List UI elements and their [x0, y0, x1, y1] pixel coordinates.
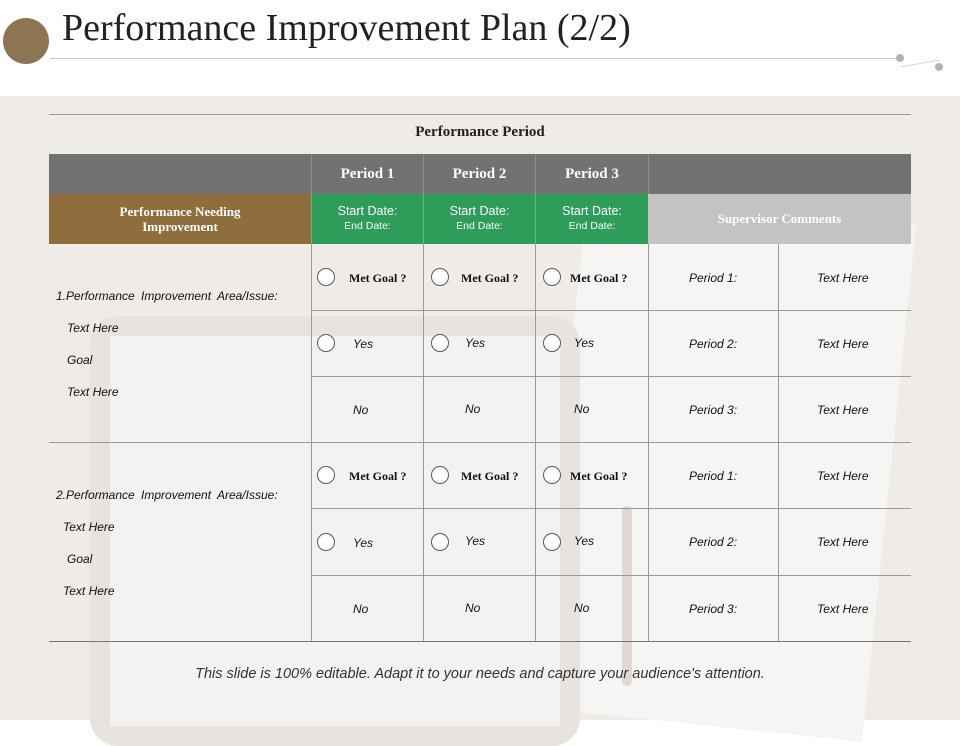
section-2-area-label: 2.Performance Improvement Area/Issue: — [56, 488, 278, 502]
title-divider — [50, 58, 900, 59]
section-1-item-1: Text Here — [67, 321, 119, 335]
met-goal-label: Met Goal ? — [349, 271, 407, 285]
grid-line — [49, 442, 911, 443]
yes-radio[interactable] — [317, 334, 335, 352]
header-period-3: Period 3 — [535, 154, 648, 194]
comment-period-label: Period 3: — [689, 403, 738, 417]
grid-line — [648, 244, 649, 642]
met-goal-label: Met Goal ? — [461, 271, 519, 285]
yes-label: Yes — [465, 534, 486, 548]
yes-label: Yes — [574, 336, 595, 350]
comment-period-label: Period 1: — [689, 469, 738, 483]
table-top-rule — [49, 114, 911, 115]
comment-period-label: Period 1: — [689, 271, 738, 285]
yes-label: Yes — [465, 336, 486, 350]
grid-line — [311, 244, 312, 642]
header-blank — [49, 154, 311, 194]
grid-line — [535, 244, 536, 642]
no-label: No — [353, 403, 369, 417]
yes-radio[interactable] — [543, 334, 561, 352]
table-bottom-rule — [49, 641, 911, 642]
section-2-item-1: Text Here — [63, 520, 115, 534]
page-title: Performance Improvement Plan (2/2) — [62, 7, 631, 49]
start-date-label: Start Date: — [449, 204, 510, 218]
period-3-dates: Start Date: End Date: — [535, 194, 648, 244]
background-tablet-screen — [110, 336, 560, 726]
no-label: No — [465, 402, 481, 416]
plan-table: Performance Period Period 1 Period 2 Per… — [49, 114, 911, 642]
period-2-dates: Start Date: End Date: — [423, 194, 535, 244]
header-period-1: Period 1 — [311, 154, 423, 194]
met-goal-label: Met Goal ? — [570, 271, 628, 285]
yes-label: Yes — [353, 337, 374, 351]
yes-label: Yes — [353, 536, 374, 550]
yes-radio[interactable] — [431, 533, 449, 551]
start-date-label: Start Date: — [337, 204, 398, 218]
grid-line — [311, 575, 911, 576]
start-date-label: Start Date: — [562, 204, 622, 218]
met-goal-radio[interactable] — [431, 466, 449, 484]
section-2-item-3: Text Here — [63, 584, 115, 598]
divider-dot — [935, 63, 943, 71]
section-1-item-2: Goal — [67, 353, 93, 367]
met-goal-radio[interactable] — [543, 268, 561, 286]
grid-line — [311, 376, 911, 377]
no-label: No — [574, 601, 590, 615]
logo-circle — [3, 18, 49, 64]
header-period-2: Period 2 — [423, 154, 535, 194]
yes-label: Yes — [574, 534, 595, 548]
comment-period-label: Period 2: — [689, 535, 738, 549]
section-1-area-label: 1.Performance Improvement Area/Issue: — [56, 289, 278, 303]
comment-text[interactable]: Text Here — [817, 535, 869, 549]
footer-note: This slide is 100% editable. Adapt it to… — [195, 666, 765, 682]
met-goal-radio[interactable] — [317, 466, 335, 484]
met-goal-radio[interactable] — [317, 268, 335, 286]
header-comments-blank — [648, 154, 911, 194]
no-label: No — [465, 601, 481, 615]
row-header-performance-needing-improvement: Performance Needing Improvement — [49, 194, 311, 244]
met-goal-radio[interactable] — [543, 466, 561, 484]
yes-radio[interactable] — [543, 533, 561, 551]
no-label: No — [353, 602, 369, 616]
period-1-dates: Start Date: End Date: — [311, 194, 423, 244]
comment-text[interactable]: Text Here — [817, 403, 869, 417]
met-goal-label: Met Goal ? — [570, 469, 628, 483]
comment-text[interactable]: Text Here — [817, 469, 869, 483]
grid-line — [311, 508, 911, 509]
comment-text[interactable]: Text Here — [817, 602, 869, 616]
performance-period-caption: Performance Period — [415, 124, 545, 140]
end-date-label: End Date: — [344, 220, 391, 232]
grid-line — [778, 244, 779, 642]
met-goal-label: Met Goal ? — [349, 469, 407, 483]
grid-line — [311, 310, 911, 311]
title-divider-end — [900, 60, 940, 67]
met-goal-label: Met Goal ? — [461, 469, 519, 483]
comment-text[interactable]: Text Here — [817, 337, 869, 351]
end-date-label: End Date: — [568, 220, 616, 232]
yes-radio[interactable] — [317, 533, 335, 551]
no-label: No — [574, 402, 590, 416]
divider-dot — [896, 54, 904, 62]
comment-text[interactable]: Text Here — [817, 271, 869, 285]
section-1-item-3: Text Here — [67, 385, 119, 399]
grid-line — [423, 244, 424, 642]
met-goal-radio[interactable] — [431, 268, 449, 286]
supervisor-comments-header: Supervisor Comments — [648, 194, 911, 244]
section-2-item-2: Goal — [67, 552, 93, 566]
yes-radio[interactable] — [431, 334, 449, 352]
comment-period-label: Period 2: — [689, 337, 738, 351]
background-pen — [622, 506, 632, 686]
end-date-label: End Date: — [456, 220, 503, 232]
comment-period-label: Period 3: — [689, 602, 738, 616]
